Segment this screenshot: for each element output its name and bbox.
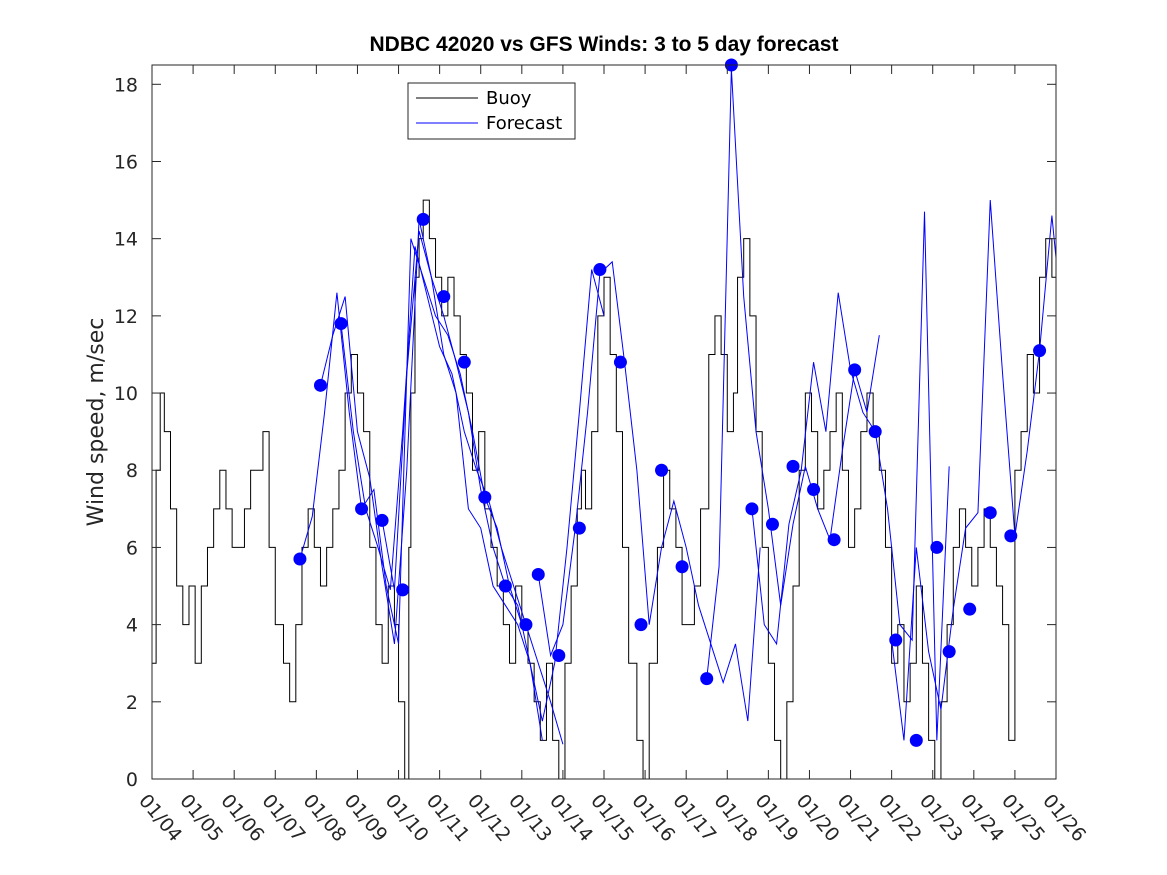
x-tick-label: 01/19: [751, 790, 803, 846]
forecast-marker: [745, 502, 759, 516]
x-tick-label: 01/16: [627, 790, 679, 846]
x-tick-label: 01/14: [545, 790, 597, 846]
chart-title: NDBC 42020 vs GFS Winds: 3 to 5 day fore…: [370, 33, 839, 56]
forecast-marker: [293, 552, 307, 566]
forecast-marker: [519, 618, 533, 632]
forecast-marker: [552, 648, 566, 662]
forecast-marker: [478, 490, 492, 504]
y-axis-label: Wind speed, m/sec: [84, 318, 109, 527]
forecast-marker: [848, 363, 862, 377]
forecast-marker: [868, 425, 882, 439]
forecast-marker: [334, 317, 348, 331]
forecast-marker: [889, 633, 903, 647]
y-tick-label: 18: [114, 74, 138, 96]
legend: Buoy Forecast: [407, 82, 576, 140]
forecast-marker: [1033, 344, 1047, 358]
y-tick-label: 8: [126, 460, 138, 482]
x-tick-label: 01/22: [874, 790, 926, 846]
forecast-marker: [942, 645, 956, 659]
y-tick-label: 0: [126, 769, 138, 791]
y-tick-label: 12: [114, 306, 138, 328]
forecast-marker: [593, 263, 607, 277]
x-tick-label: 01/26: [1038, 790, 1090, 846]
y-tick-label: 16: [114, 151, 138, 173]
forecast-marker: [531, 567, 545, 581]
x-tick-label: 01/06: [216, 790, 268, 846]
forecast-marker: [1004, 529, 1018, 543]
legend-box: [407, 82, 576, 140]
x-tick-label: 01/21: [833, 790, 885, 846]
x-tick-label: 01/07: [257, 790, 309, 846]
forecast-marker: [909, 733, 923, 747]
forecast-marker: [498, 579, 512, 593]
forecast-marker: [807, 483, 821, 497]
forecast-marker: [963, 602, 977, 616]
forecast-line: [706, 68, 880, 679]
legend-label-buoy: Buoy: [486, 88, 532, 109]
forecast-marker: [457, 355, 471, 369]
x-tick-label: 01/20: [792, 790, 844, 846]
forecast-marker: [786, 459, 800, 473]
forecast-line: [381, 230, 605, 722]
y-tick-label: 2: [126, 692, 138, 714]
forecast-marker: [700, 672, 714, 686]
forecast-marker: [930, 540, 944, 554]
forecast-marker: [827, 533, 841, 547]
forecast-marker: [396, 583, 410, 597]
forecast-marker: [313, 378, 327, 392]
x-tick-label: 01/08: [299, 790, 351, 846]
legend-label-forecast: Forecast: [486, 113, 562, 134]
forecast-marker: [634, 618, 648, 632]
plot-area: [152, 65, 1056, 779]
x-tick-label: 01/04: [134, 790, 186, 846]
x-tick-label: 01/11: [422, 790, 474, 846]
x-tick-label: 01/05: [175, 790, 227, 846]
x-tick-label: 01/12: [463, 790, 515, 846]
y-tick-label: 10: [114, 383, 138, 405]
forecast-marker: [437, 290, 451, 304]
forecast-marker: [355, 502, 369, 516]
forecast-marker-group: [293, 58, 1047, 747]
x-tick-label: 01/23: [915, 790, 967, 846]
forecast-marker: [655, 463, 669, 477]
x-tick-label: 01/10: [381, 790, 433, 846]
forecast-marker: [572, 521, 586, 535]
forecast-marker: [416, 212, 430, 226]
forecast-marker: [983, 506, 997, 520]
x-tick-label: 01/17: [668, 790, 720, 846]
x-tick-label: 01/25: [997, 790, 1049, 846]
y-axis: 0 2 4 6 8 10 12 14 16 18: [114, 74, 1056, 791]
forecast-marker: [375, 513, 389, 527]
x-tick-label: 01/18: [709, 790, 761, 846]
x-tick-label: 01/15: [586, 790, 638, 846]
forecast-marker: [613, 355, 627, 369]
forecast-marker: [765, 517, 779, 531]
y-tick-label: 4: [126, 615, 138, 637]
x-tick-label: 01/13: [504, 790, 556, 846]
buoy-series: [152, 199, 1057, 780]
buoy-line: [152, 199, 1057, 780]
forecast-line: [891, 200, 1057, 741]
y-tick-label: 6: [126, 537, 138, 559]
forecast-marker: [675, 560, 689, 574]
x-tick-label: 01/09: [340, 790, 392, 846]
y-tick-label: 14: [114, 229, 138, 251]
x-tick-label: 01/24: [956, 790, 1008, 846]
